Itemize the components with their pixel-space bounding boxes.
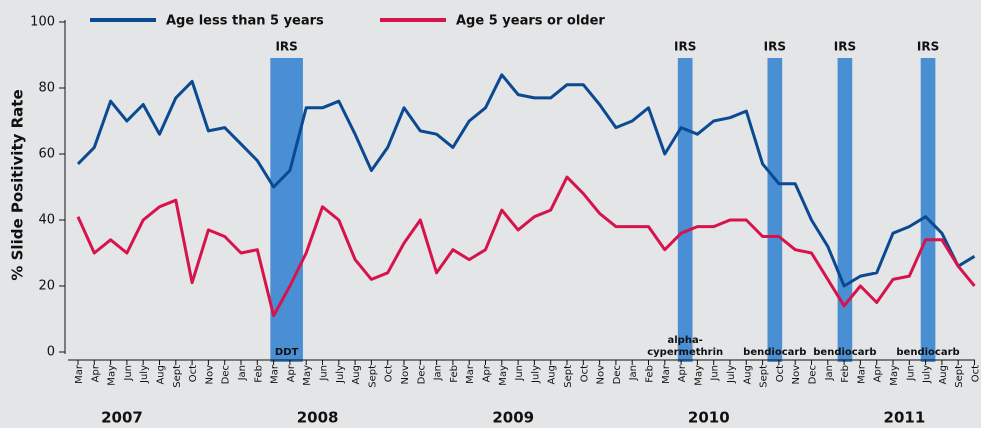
insecticide-label: bendiocarb xyxy=(896,347,959,358)
y-tick-label: 40 xyxy=(38,213,55,228)
x-tick-label: Jan xyxy=(824,365,835,381)
x-tick-label: Nov xyxy=(791,365,802,385)
legend-label: Age 5 years or older xyxy=(456,14,605,29)
x-tick-label: Apr xyxy=(286,364,297,382)
x-tick-label: Apr xyxy=(482,364,493,382)
irs-bar xyxy=(270,58,303,362)
x-tick-label: Feb xyxy=(645,365,656,383)
x-tick-label: Nov xyxy=(400,365,411,385)
x-tick-label: Apr xyxy=(677,364,688,382)
x-tick-label: Jun xyxy=(319,365,330,382)
x-tick-label: Mar xyxy=(661,364,672,384)
insecticide-label: bendiocarb xyxy=(743,347,806,358)
x-tick-label: Jan xyxy=(237,365,248,381)
y-tick-label: 100 xyxy=(30,15,55,30)
irs-bar xyxy=(767,58,783,362)
legend-label: Age less than 5 years xyxy=(166,14,324,29)
y-axis-label: % Slide Positivity Rate xyxy=(9,89,27,280)
x-tick-label: May xyxy=(498,365,509,386)
x-tick-label: Aug xyxy=(547,365,558,385)
x-tick-label: May xyxy=(107,365,118,386)
series-line xyxy=(76,175,976,318)
irs-label: IRS xyxy=(917,40,939,54)
irs-bar xyxy=(920,58,936,362)
x-tick-label: Oct xyxy=(775,365,786,382)
y-tick-label: 20 xyxy=(38,279,55,294)
insecticide-label: bendiocarb xyxy=(813,347,876,358)
x-tick-label: Aug xyxy=(351,365,362,385)
x-tick-label: Sept xyxy=(367,365,378,388)
x-tick-label: July xyxy=(530,365,541,384)
irs-label: IRS xyxy=(275,40,297,54)
x-tick-label: Oct xyxy=(188,365,199,382)
irs-label: IRS xyxy=(834,40,856,54)
x-tick-label: July xyxy=(335,365,346,384)
x-tick-label: Jun xyxy=(710,365,721,382)
x-tick-label: Sept xyxy=(759,365,770,388)
insecticide-label: alpha- xyxy=(667,335,702,346)
x-tick-label: Jun xyxy=(514,365,525,382)
y-tick-label: 60 xyxy=(38,147,55,162)
x-tick-label: Jun xyxy=(123,365,134,382)
x-tick-label: Dec xyxy=(612,365,623,384)
series-line xyxy=(76,73,976,288)
x-tick-label: Dec xyxy=(221,365,232,384)
x-tick-label: Oct xyxy=(579,365,590,382)
insecticide-label: DDT xyxy=(275,347,299,358)
x-tick-label: Sept xyxy=(172,365,183,388)
x-tick-label: Apr xyxy=(90,364,101,382)
x-tick-label: Feb xyxy=(449,365,460,383)
irs-bar xyxy=(677,58,693,362)
y-tick-label: 80 xyxy=(38,81,55,96)
year-label: 2010 xyxy=(688,409,730,427)
x-tick-label: Nov xyxy=(596,365,607,385)
year-label: 2011 xyxy=(884,409,926,427)
year-label: 2007 xyxy=(101,409,143,427)
irs-label: IRS xyxy=(764,40,786,54)
irs-label: IRS xyxy=(674,40,696,54)
x-tick-label: Apr xyxy=(873,364,884,382)
x-tick-label: May xyxy=(302,365,313,386)
x-tick-label: Aug xyxy=(156,365,167,385)
x-tick-label: July xyxy=(139,365,150,384)
x-tick-label: July xyxy=(726,365,737,384)
x-tick-label: May xyxy=(889,365,900,386)
y-tick-label: 0 xyxy=(47,345,55,360)
x-tick-label: Mar xyxy=(856,364,867,384)
x-tick-label: May xyxy=(693,365,704,386)
year-label: 2009 xyxy=(492,409,534,427)
x-tick-label: Feb xyxy=(253,365,264,383)
x-tick-label: Mar xyxy=(465,364,476,384)
x-tick-label: Oct xyxy=(384,365,395,382)
x-tick-label: Feb xyxy=(840,365,851,383)
insecticide-label: cypermethrin xyxy=(647,347,723,358)
x-tick-label: Mar xyxy=(270,364,281,384)
x-tick-label: Jun xyxy=(905,365,916,382)
x-tick-label: Sept xyxy=(954,365,965,388)
x-tick-label: Oct xyxy=(971,365,981,382)
x-tick-label: Aug xyxy=(742,365,753,385)
year-label: 2008 xyxy=(297,409,339,427)
x-tick-label: Jan xyxy=(433,365,444,381)
x-tick-label: July xyxy=(922,365,933,384)
x-tick-label: Sept xyxy=(563,365,574,388)
x-tick-label: Mar xyxy=(74,364,85,384)
x-tick-label: Nov xyxy=(204,365,215,385)
irs-bar xyxy=(837,58,853,362)
x-tick-label: Jan xyxy=(628,365,639,381)
x-tick-label: Dec xyxy=(808,365,819,384)
x-tick-label: Aug xyxy=(938,365,949,385)
x-tick-label: Dec xyxy=(416,365,427,384)
